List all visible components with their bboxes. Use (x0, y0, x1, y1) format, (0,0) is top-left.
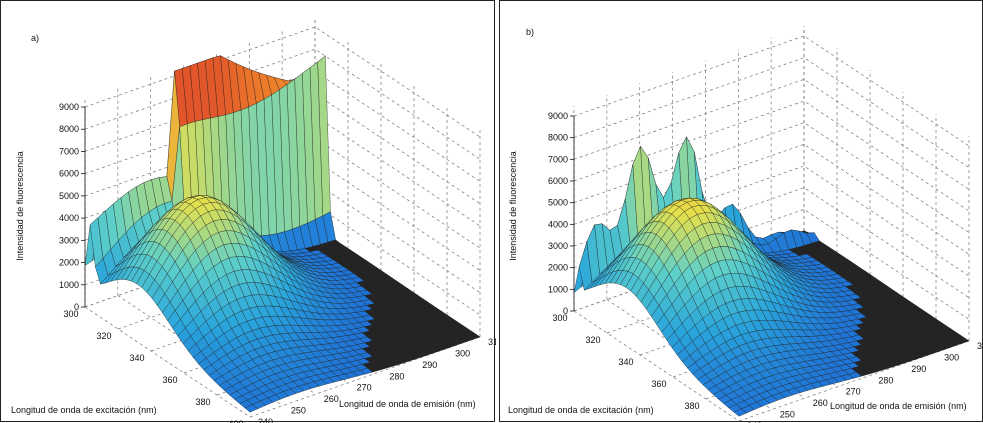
z-tick-label: 7000 (59, 146, 79, 156)
z-tick-label: 0 (563, 306, 568, 316)
gridline (573, 35, 970, 147)
x-tick-label: 320 (96, 331, 111, 341)
y-axis-label: Longitud de onda de emisión (nm) (339, 399, 476, 409)
gridline (249, 336, 481, 418)
y-tick-label: 240 (258, 417, 273, 423)
x-tick-label: 380 (195, 397, 210, 407)
x-axis: 300 320 340 360 380 400 (63, 309, 243, 423)
z-tick-label: 2000 (548, 263, 568, 273)
z-tick-label: 6000 (59, 169, 79, 179)
z-tick-label: 0 (74, 302, 79, 312)
chart-b-canvas: 0 1000 2000 3000 4000 5000 6000 7000 8000 9000 300… (508, 26, 983, 423)
x-tick-label: 380 (684, 401, 699, 411)
y-tick-label: 270 (846, 387, 861, 397)
y-tick-label: 260 (813, 398, 828, 408)
x-tick-label: 360 (651, 379, 666, 389)
z-tick-label: 1000 (59, 280, 79, 290)
surface-cell (244, 404, 258, 413)
x-tick-label: 400 (228, 419, 243, 423)
z-axis: 0 1000 2000 3000 4000 5000 6000 7000 8000 9000 (548, 111, 575, 316)
x-axis-label: Longitud de onda de excitación (nm) (11, 405, 157, 415)
surface (573, 136, 970, 417)
y-tick-label: 310 (488, 337, 496, 347)
z-tick-label: 4000 (59, 213, 79, 223)
x-tick-label: 300 (63, 309, 78, 319)
surface (84, 55, 481, 413)
z-tick-label: 5000 (548, 198, 568, 208)
y-tick-label: 290 (911, 364, 926, 374)
x-tick-label: 320 (585, 335, 600, 345)
gridline (738, 340, 970, 422)
y-tick-label: 270 (357, 383, 372, 393)
panel-label: b) (526, 27, 534, 37)
panel-label: a) (31, 33, 39, 43)
y-tick-label: 300 (455, 348, 470, 358)
y-tick-label: 260 (324, 394, 339, 404)
chart-panel-a: 0 1000 2000 3000 4000 5000 6000 7000 8000 9000 300… (0, 0, 496, 423)
chart-a-canvas: 0 1000 2000 3000 4000 5000 6000 7000 8000 9000 300… (11, 17, 496, 423)
z-tick-label: 9000 (548, 111, 568, 121)
y-tick-label: 310 (977, 341, 983, 351)
x-tick-label: 340 (618, 357, 633, 367)
y-axis: 240 250 260 270 280 290 300 310 (258, 337, 496, 423)
y-tick-label: 280 (389, 371, 404, 381)
z-axis: 0 1000 2000 3000 4000 5000 6000 7000 8000 9000 (59, 102, 86, 312)
z-tick-label: 8000 (548, 133, 568, 143)
y-axis-label: Longitud de onda de emisión (nm) (830, 401, 967, 411)
y-tick-label: 250 (291, 406, 306, 416)
chart-panel-b: 0 1000 2000 3000 4000 5000 6000 7000 8000 9000 300… (499, 0, 983, 423)
z-tick-label: 8000 (59, 124, 79, 134)
x-axis-label: Longitud de onda de excitación (nm) (508, 405, 654, 415)
z-tick-label: 7000 (548, 154, 568, 164)
z-tick-label: 4000 (548, 219, 568, 229)
y-tick-label: 300 (944, 352, 959, 362)
z-tick-label: 6000 (548, 176, 568, 186)
y-tick-label: 280 (878, 375, 893, 385)
z-tick-label: 5000 (59, 191, 79, 201)
y-tick-label: 290 (422, 360, 437, 370)
z-tick-label: 2000 (59, 258, 79, 268)
z-tick-label: 3000 (548, 241, 568, 251)
z-axis-label: Intensidad de fluorescencia (15, 151, 25, 261)
surface-cell (733, 408, 747, 417)
x-tick-label: 360 (162, 375, 177, 385)
x-axis: 300320340360380400 (552, 313, 699, 411)
x-tick-label: 300 (552, 313, 567, 323)
x-tick-label: 340 (129, 353, 144, 363)
y-tick-label: 250 (780, 410, 795, 420)
z-tick-label: 1000 (548, 284, 568, 294)
z-axis-label: Intensidad de fluorescencia (508, 151, 518, 261)
gridline (573, 57, 970, 168)
z-tick-label: 3000 (59, 235, 79, 245)
z-tick-label: 9000 (59, 102, 79, 112)
